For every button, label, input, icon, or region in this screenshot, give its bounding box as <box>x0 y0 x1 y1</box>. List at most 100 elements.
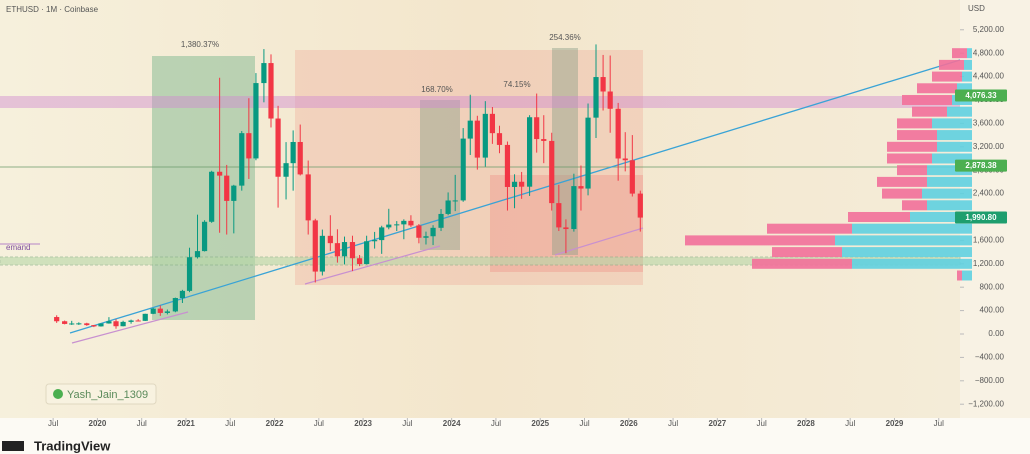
candle-body <box>394 224 400 226</box>
profile-up <box>962 71 972 82</box>
candle-body <box>416 225 422 238</box>
profile-up <box>967 48 972 59</box>
profile-up <box>910 211 972 222</box>
x-tick-label: Jul <box>491 419 501 428</box>
candle-body <box>571 186 577 230</box>
y-tick-label: −1,200.00 <box>968 399 1004 408</box>
candle-body <box>224 175 230 201</box>
candle-body <box>217 171 223 176</box>
candle-body <box>496 133 503 145</box>
y-tick-label: 400.00 <box>980 306 1005 315</box>
candle-body <box>120 321 126 327</box>
profile-down <box>685 235 835 246</box>
candle-body <box>622 158 628 161</box>
candle-body <box>445 200 451 214</box>
x-tick-label: Jul <box>757 419 767 428</box>
candle-body <box>327 235 333 244</box>
profile-down <box>877 176 927 187</box>
brand: TradingView <box>34 438 111 453</box>
candle-body <box>474 120 480 158</box>
candle-body <box>275 118 281 177</box>
candle-body <box>319 235 325 272</box>
profile-down <box>887 153 932 164</box>
candle-body <box>172 298 178 312</box>
candle-body <box>312 220 318 272</box>
candle-body <box>423 236 429 238</box>
profile-up <box>962 270 972 281</box>
channel-line <box>71 311 189 344</box>
profile-up <box>957 83 972 94</box>
profile-up <box>932 118 972 129</box>
profile-up <box>842 247 972 258</box>
profile-up <box>835 235 972 246</box>
candle-body <box>268 63 274 119</box>
support-zone <box>0 256 961 266</box>
candle-body <box>600 77 606 92</box>
candle-body <box>364 241 370 265</box>
y-tick-label: 3,600.00 <box>973 118 1005 127</box>
profile-down <box>932 71 962 82</box>
candle-body <box>54 317 60 322</box>
candle-body <box>349 242 356 259</box>
y-tick-label: 1,600.00 <box>973 236 1005 245</box>
x-tick-label: Jul <box>579 419 589 428</box>
candle-body <box>305 174 311 221</box>
candle-body <box>142 313 148 321</box>
y-tick-label: 1,200.00 <box>973 259 1005 268</box>
watermark: Yash_Jain_1309 <box>67 389 148 401</box>
annotation: 168.70% <box>421 85 453 94</box>
profile-down <box>772 247 842 258</box>
x-tick-label: 2026 <box>620 419 638 428</box>
symbol-title: ETHUSD · 1M · Coinbase <box>6 5 99 14</box>
y-tick-label: 800.00 <box>980 282 1005 291</box>
candle-body <box>452 200 458 202</box>
brand-logo <box>2 441 24 451</box>
candle-body <box>556 203 562 228</box>
x-tick-label: Jul <box>314 419 324 428</box>
candle-body <box>482 113 488 158</box>
candle-body <box>201 221 208 252</box>
candle-body <box>297 141 303 175</box>
candle-body <box>511 181 518 187</box>
y-tick-label: −800.00 <box>975 376 1005 385</box>
y-tick-label: 4,800.00 <box>973 48 1005 57</box>
candle-body <box>372 240 378 242</box>
candle-body <box>526 117 533 187</box>
watermark-box <box>45 383 157 405</box>
profile-down <box>897 165 927 176</box>
profile-down <box>902 200 927 211</box>
profile-up <box>932 153 972 164</box>
y-tick-label: 4,400.00 <box>973 72 1005 81</box>
profile-down <box>897 118 932 129</box>
profile-up <box>927 200 972 211</box>
candle-body <box>84 323 90 326</box>
y-tick-label: 2,400.00 <box>973 189 1005 198</box>
x-tick-label: 2024 <box>443 419 461 428</box>
candle-body <box>106 321 112 324</box>
candle-body <box>534 117 540 140</box>
candle-body <box>157 308 163 313</box>
price-label-box <box>955 211 1007 224</box>
profile-down <box>952 48 967 59</box>
candle-body <box>246 133 252 159</box>
y-tick-label: 5,200.00 <box>973 25 1005 34</box>
price-label-box <box>955 159 1007 172</box>
candle-body <box>91 325 97 327</box>
candle-body <box>637 193 643 218</box>
candle-body <box>467 120 473 139</box>
candle-body <box>150 308 156 314</box>
x-tick-label: 2021 <box>177 419 195 428</box>
candle-body <box>438 213 444 228</box>
annotation: 1,380.37% <box>181 40 219 49</box>
candle-body <box>290 141 296 164</box>
annotation: 74.15% <box>503 80 530 89</box>
candle-body <box>430 227 436 237</box>
price-label: 2,878.38 <box>965 161 997 170</box>
x-tick-label: 2023 <box>354 419 372 428</box>
range-box <box>152 56 255 320</box>
profile-down <box>882 188 922 199</box>
profile-down <box>848 211 910 222</box>
channel-line <box>304 245 441 285</box>
